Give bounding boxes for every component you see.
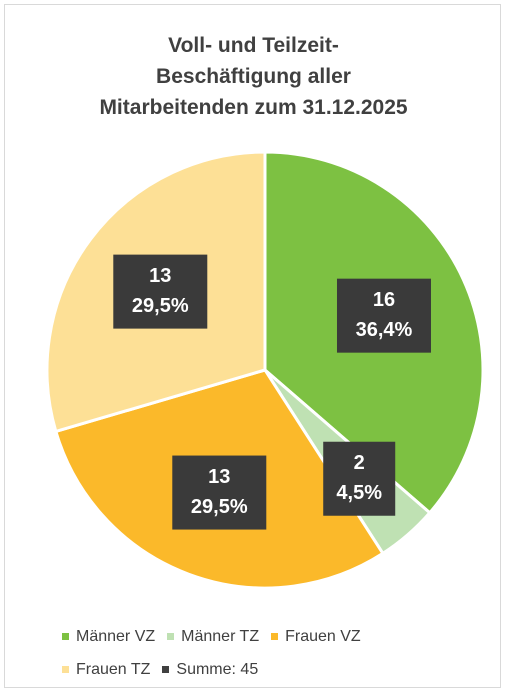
legend-swatch xyxy=(62,633,69,640)
title-line: Beschäftigung aller xyxy=(156,65,351,88)
chart-frame xyxy=(4,4,501,688)
label-box xyxy=(172,455,267,530)
percentage-label: 36,4% xyxy=(356,319,413,341)
value-label: 16 xyxy=(373,289,395,311)
legend-swatch xyxy=(271,633,279,640)
legend-item: Frauen TZ xyxy=(62,653,150,686)
legend-swatch xyxy=(162,666,170,673)
legend-label: Frauen TZ xyxy=(76,661,151,678)
legend-swatch xyxy=(167,633,175,640)
legend-label: Männer VZ xyxy=(76,628,156,645)
legend-item: Männer VZ xyxy=(62,620,155,653)
value-label: 13 xyxy=(208,466,230,488)
legend-swatch xyxy=(62,666,69,673)
legend-label: Frauen VZ xyxy=(285,628,361,645)
percentage-label: 29,5% xyxy=(132,295,189,317)
legend: Männer VZ Männer TZ Frauen VZ Frauen TZ Summ… xyxy=(62,620,462,686)
title-line: Voll- und Teilzeit- xyxy=(168,34,339,57)
percentage-label: 4,5% xyxy=(336,482,382,504)
legend-label: Summe: 45 xyxy=(176,661,259,678)
legend-item: Männer TZ xyxy=(167,620,259,653)
legend-label: Männer TZ xyxy=(181,628,260,645)
label-box xyxy=(113,254,208,329)
title-line: Mitarbeitenden zum 31.12.2025 xyxy=(99,96,408,119)
legend-item: Summe: 45 xyxy=(162,653,258,686)
label-box xyxy=(323,441,396,516)
value-label: 2 xyxy=(354,452,365,474)
label-box xyxy=(336,278,431,353)
value-label: 13 xyxy=(149,265,171,287)
legend-item: Frauen VZ xyxy=(271,620,361,653)
percentage-label: 29,5% xyxy=(191,496,248,518)
chart-title: Voll- und Teilzeit- Beschäftigung aller Mi… xyxy=(0,30,507,123)
